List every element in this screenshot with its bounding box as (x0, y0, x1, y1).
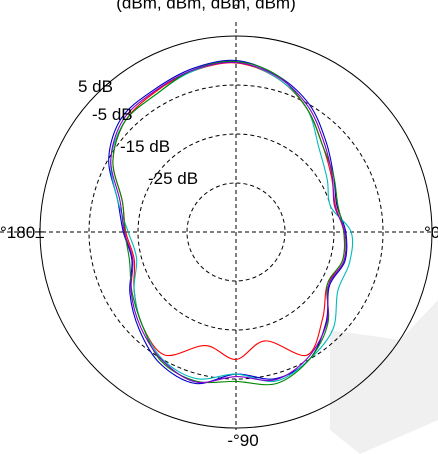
series-layer (108, 59, 354, 386)
radial-label-3: -25 dB (148, 169, 198, 188)
grid-ring-2 (137, 133, 335, 331)
radial-label-0: 5 dB (78, 77, 113, 96)
top-text: (dBm, dBm, dBm, dBm) (116, 0, 295, 12)
watermark (330, 300, 438, 454)
series-line-4 (110, 61, 347, 384)
angle-label-bottom: -°90 (227, 431, 258, 450)
angle-label-right: °0 (424, 223, 438, 242)
radial-label-2: -15 dB (120, 137, 170, 156)
radial-label-1: -5 dB (92, 105, 133, 124)
grid-ring-1 (88, 84, 384, 380)
grid-ring-3 (186, 182, 286, 282)
angle-label-left: °180± (0, 223, 45, 242)
series-line-1 (112, 62, 346, 360)
polar-grid (0, 22, 438, 430)
angle-label-top: ° (233, 1, 240, 20)
